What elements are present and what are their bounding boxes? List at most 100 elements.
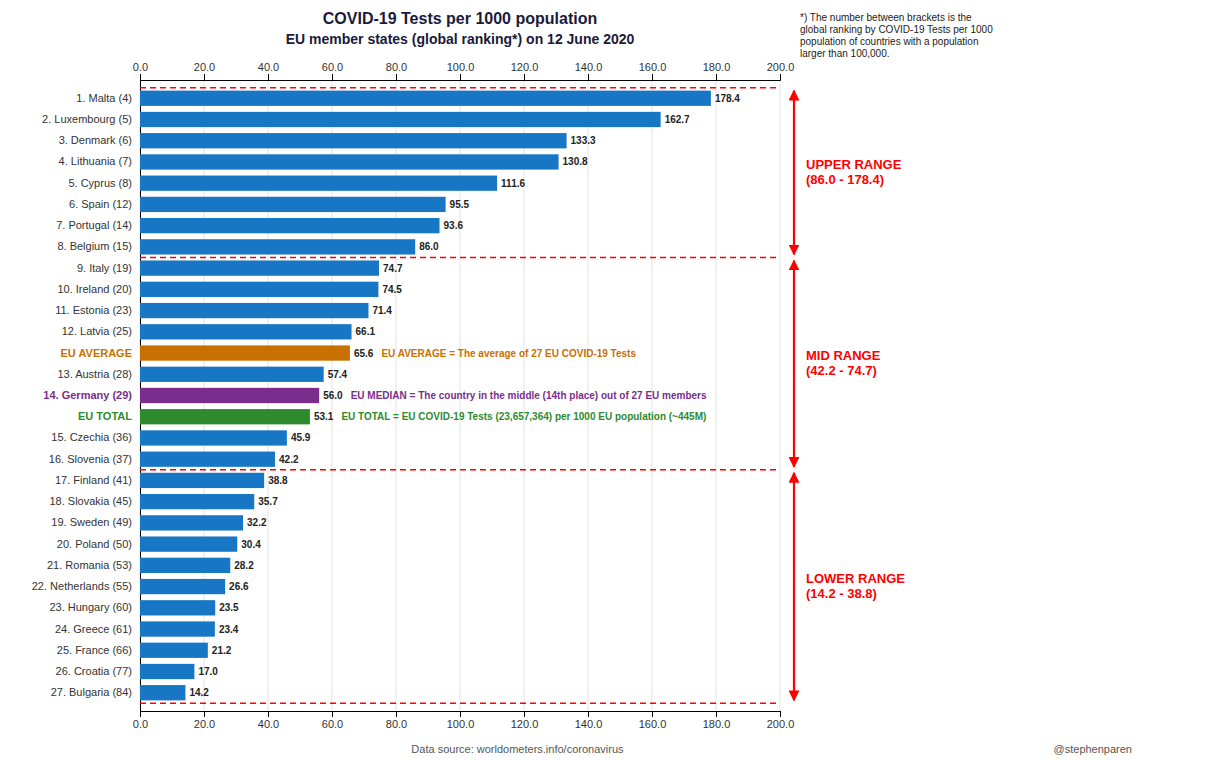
source: Data source: worldometers.info/coronavir… xyxy=(411,743,624,755)
footnote-line: population of countries with a populatio… xyxy=(800,36,978,47)
tick-mark xyxy=(332,74,333,80)
tick-label: 80.0 xyxy=(386,61,407,73)
range-separators xyxy=(140,88,780,704)
bar xyxy=(140,430,287,445)
tick-mark xyxy=(204,711,205,717)
data-labels: 178.4162.7133.3130.8111.695.593.686.074.… xyxy=(189,93,740,698)
tick: 11. Estonia (23) xyxy=(55,304,132,316)
tick-label: 11. Estonia (23) xyxy=(55,304,132,316)
bar xyxy=(140,536,237,551)
tick-label: 140.0 xyxy=(575,718,603,730)
tick-label: 200.0 xyxy=(767,61,795,73)
bar xyxy=(140,239,415,254)
bar xyxy=(140,176,497,191)
data-label: 23.4 xyxy=(219,624,239,635)
range-label-line: (14.2 - 38.8) xyxy=(806,586,877,601)
grid-line xyxy=(780,80,781,711)
chart: 0.0 20.0 40.0 60.0 80.0 100.0 120.0 140.0 160.0 1… xyxy=(0,0,1232,761)
data-label: 86.0 xyxy=(419,241,439,252)
tick: 40.0 xyxy=(258,711,279,730)
tick: 200.0 xyxy=(767,711,795,730)
bar xyxy=(140,685,185,700)
tick: 23. Hungary (60) xyxy=(49,601,132,613)
tick: 180.0 xyxy=(703,61,731,80)
data-label: 71.4 xyxy=(372,305,392,316)
tick: 14. Germany (29) xyxy=(43,389,132,401)
tick-label: 20. Poland (50) xyxy=(57,538,132,550)
data-label: 21.2 xyxy=(212,645,232,656)
bar xyxy=(140,494,254,509)
tick-mark xyxy=(460,711,461,717)
tick-mark xyxy=(652,711,653,717)
tick: 21. Romania (53) xyxy=(47,559,132,571)
range-separator xyxy=(140,469,780,471)
tick-mark xyxy=(268,74,269,80)
data-label: 32.2 xyxy=(247,517,267,528)
tick-mark xyxy=(140,711,141,717)
bar xyxy=(140,558,230,573)
x-axis: 0.020.040.060.080.0100.0120.0140.0160.01… xyxy=(133,711,794,730)
bar xyxy=(140,388,319,403)
tick: 60.0 xyxy=(322,711,343,730)
bar xyxy=(140,473,264,488)
range-separator xyxy=(140,87,780,89)
range-label-line: (86.0 - 178.4) xyxy=(806,172,884,187)
tick: 16. Slovenia (37) xyxy=(49,453,132,465)
tick-label: 140.0 xyxy=(575,61,603,73)
tick: 140.0 xyxy=(575,711,603,730)
subtitle: EU member states (global ranking*) on 12… xyxy=(286,31,635,47)
tick: 12. Latvia (25) xyxy=(62,325,132,337)
tick-mark xyxy=(780,74,781,80)
tick-label: 60.0 xyxy=(322,718,343,730)
tick-mark xyxy=(140,74,141,80)
data-label: 74.5 xyxy=(382,284,402,295)
data-label: 38.8 xyxy=(268,475,288,486)
bar xyxy=(140,621,215,636)
tick: 180.0 xyxy=(703,711,731,730)
tick: 15. Czechia (36) xyxy=(51,431,132,443)
tick-mark xyxy=(716,711,717,717)
bar xyxy=(140,643,208,658)
tick-label: 0.0 xyxy=(133,718,148,730)
data-label: 95.5 xyxy=(450,199,470,210)
tick: 8. Belgium (15) xyxy=(57,240,132,252)
bar xyxy=(140,133,567,148)
range-label-line: MID RANGE xyxy=(806,348,881,363)
range-label: UPPER RANGE(86.0 - 178.4) xyxy=(806,157,902,188)
tick-mark xyxy=(588,74,589,80)
tick-label: 10. Ireland (20) xyxy=(57,283,132,295)
data-label: 14.2 xyxy=(189,687,209,698)
tick-label: 25. France (66) xyxy=(57,644,132,656)
tick-label: 120.0 xyxy=(511,61,539,73)
tick: 20. Poland (50) xyxy=(57,538,132,550)
tick-label: 40.0 xyxy=(258,718,279,730)
data-label: 162.7 xyxy=(665,114,690,125)
row-annotation: EU TOTAL = EU COVID-19 Tests (23,657,364… xyxy=(341,411,706,422)
tick: 160.0 xyxy=(639,61,667,80)
tick-mark xyxy=(396,74,397,80)
tick: 20.0 xyxy=(194,61,215,80)
tick-label: 17. Finland (41) xyxy=(55,474,132,486)
bar xyxy=(140,260,379,275)
tick: 200.0 xyxy=(767,61,795,80)
tick-mark xyxy=(204,74,205,80)
tick: 100.0 xyxy=(447,711,475,730)
tick: 27. Bulgaria (84) xyxy=(51,686,132,698)
data-label: 93.6 xyxy=(444,220,464,231)
data-label: 30.4 xyxy=(241,539,261,550)
x-axis: 0.020.040.060.080.0100.0120.0140.0160.01… xyxy=(133,61,794,81)
range-arrow xyxy=(793,91,795,255)
bar xyxy=(140,324,352,339)
bar xyxy=(140,409,310,424)
tick: 120.0 xyxy=(511,711,539,730)
grid-line xyxy=(716,80,717,711)
tick-mark xyxy=(396,711,397,717)
grid xyxy=(140,80,780,711)
bar xyxy=(140,282,378,297)
tick-label: 160.0 xyxy=(639,61,667,73)
tick: 4. Lithuania (7) xyxy=(59,155,132,167)
tick: 20.0 xyxy=(194,711,215,730)
tick: 13. Austria (28) xyxy=(57,368,132,380)
range-arrow xyxy=(793,260,795,466)
bar xyxy=(140,154,559,169)
